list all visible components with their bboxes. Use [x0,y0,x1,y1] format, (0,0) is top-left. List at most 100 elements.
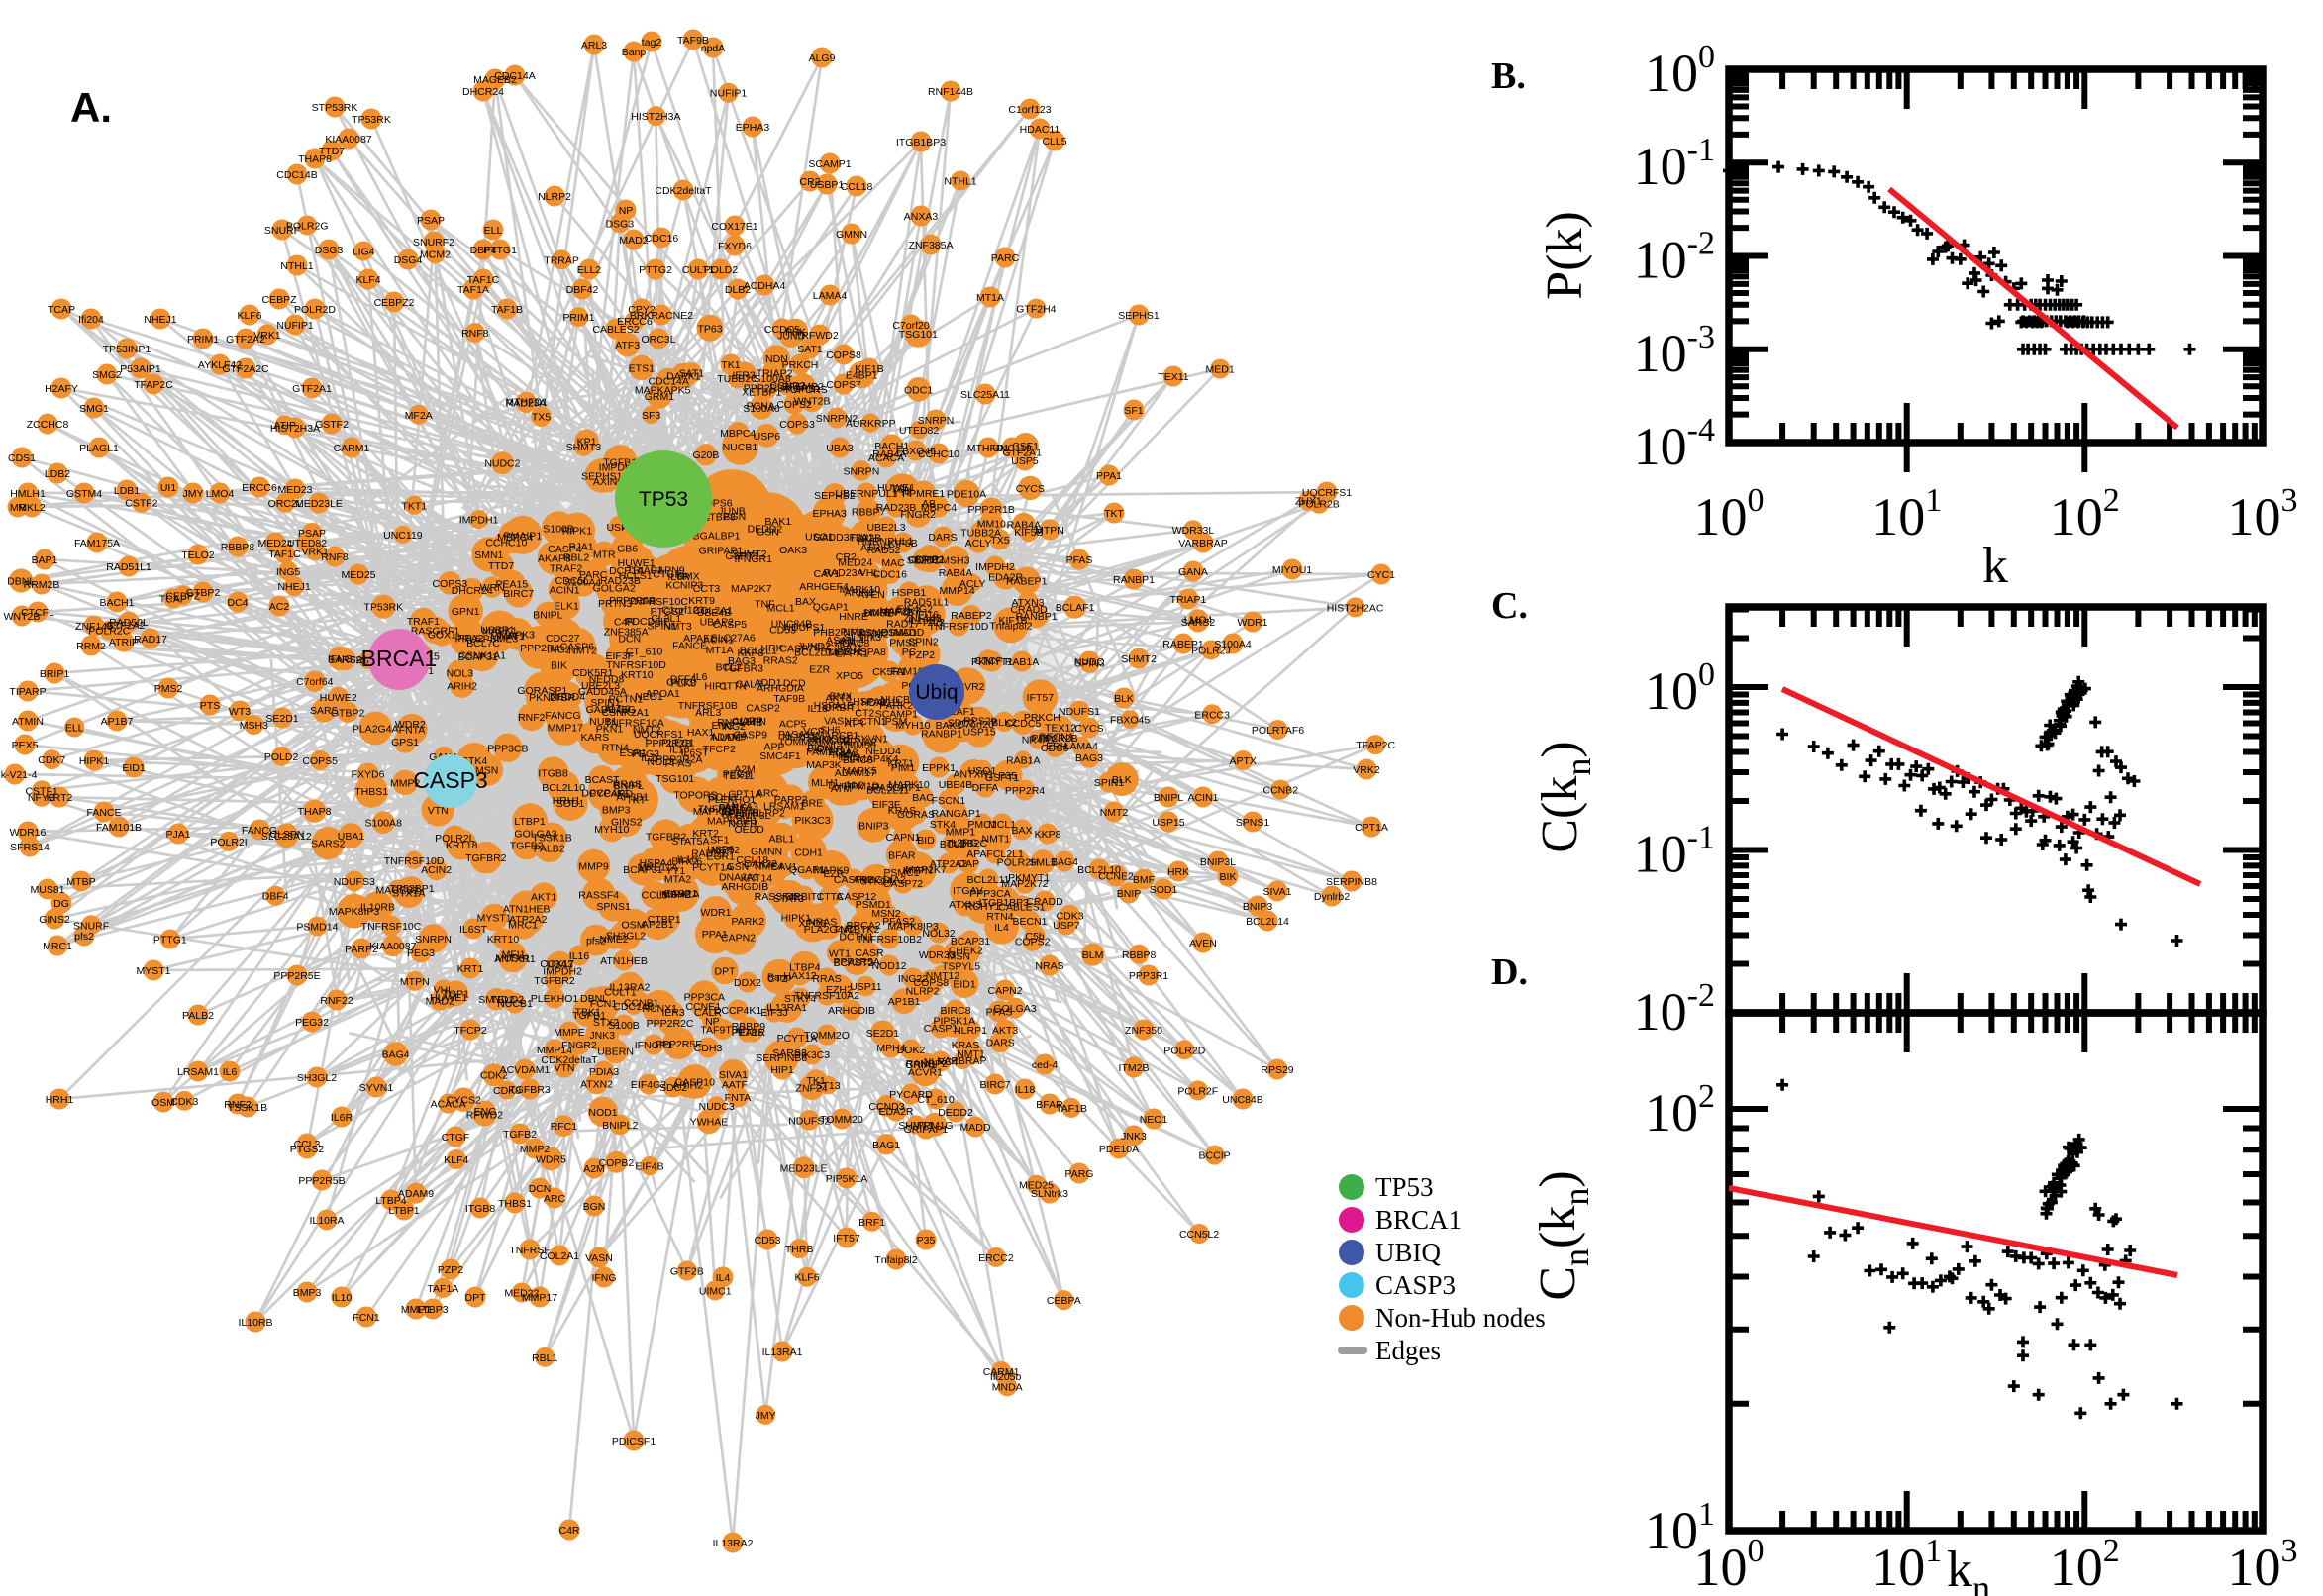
svg-text:MR: MR [10,502,27,514]
svg-text:GRIA1: GRIA1 [905,1059,937,1071]
svg-text:CDC14B: CDC14B [276,169,317,181]
svg-text:USP7: USP7 [1053,920,1080,932]
svg-text:OAK32: OAK32 [744,858,777,870]
svg-text:NRAS: NRAS [1035,960,1063,972]
svg-text:MAP2K72: MAP2K72 [1001,878,1048,890]
svg-text:UBIQ: UBIQ [1375,1238,1441,1267]
svg-text:TNFRSF10B: TNFRSF10B [678,700,738,712]
svg-text:C7orf64: C7orf64 [296,676,334,688]
svg-text:MED23: MED23 [277,484,312,496]
svg-text:POLR2L: POLR2L [435,833,474,845]
svg-text:MAP3K: MAP3K [806,759,842,771]
svg-text:CT2: CT2 [767,973,787,985]
svg-text:SLC25A11: SLC25A11 [960,389,1010,401]
svg-text:SNRPN: SNRPN [415,934,452,946]
svg-text:EIF3F: EIF3F [872,799,901,811]
svg-text:MAC: MAC [881,557,905,569]
svg-text:MAP2K7: MAP2K7 [731,583,772,595]
svg-text:MLH1: MLH1 [811,777,839,789]
svg-text:ARHGDIB: ARHGDIB [828,1005,875,1017]
svg-text:IL16: IL16 [569,950,590,962]
svg-text:MCM2: MCM2 [420,249,451,260]
svg-text:CCL18: CCL18 [841,181,873,193]
svg-text:MSH3: MSH3 [941,554,969,566]
svg-text:TBK1: TBK1 [575,1007,601,1019]
svg-text:MBPC4: MBPC4 [720,428,756,440]
svg-text:TP53: TP53 [639,488,688,511]
svg-text:CABLES1: CABLES1 [998,901,1045,913]
svg-text:LTBP1: LTBP1 [388,1205,419,1217]
svg-text:ZNF385A: ZNF385A [909,240,954,251]
svg-text:H2AFY: H2AFY [45,383,78,395]
svg-text:PPP3CB: PPP3CB [487,743,528,754]
svg-text:DCCP4K1: DCCP4K1 [714,1005,762,1017]
svg-text:RFWD2: RFWD2 [801,330,838,342]
svg-text:CD53: CD53 [769,624,796,636]
svg-text:CDK2deltaT: CDK2deltaT [655,185,712,197]
svg-text:BAG1: BAG1 [872,1140,900,1151]
svg-text:JMY: JMY [183,488,204,500]
svg-text:HIST2H2AC: HIST2H2AC [1327,602,1384,614]
svg-text:PEA15: PEA15 [732,1027,764,1039]
svg-text:PMS2: PMS2 [154,683,183,695]
svg-text:CCL18: CCL18 [736,854,768,866]
svg-text:Banp: Banp [622,47,647,58]
svg-text:LRSAM1: LRSAM1 [177,1066,219,1078]
svg-text:TNTBTK2: TNTBTK2 [834,924,880,936]
svg-text:DARS: DARS [928,532,957,544]
svg-text:MED24: MED24 [838,556,872,568]
svg-text:NTHL1: NTHL1 [944,176,976,188]
svg-text:KIF5B: KIF5B [888,538,917,549]
svg-text:CAPN2: CAPN2 [987,985,1022,997]
svg-text:CCND2: CCND2 [769,380,805,392]
svg-text:ATF3: ATF3 [615,340,640,351]
svg-text:IL4: IL4 [994,922,1009,934]
svg-text:PPP3CA: PPP3CA [969,888,1010,900]
svg-text:MTPN: MTPN [400,976,430,988]
svg-text:NOL32: NOL32 [922,928,955,940]
svg-text:PIK3C3: PIK3C3 [794,1049,830,1061]
svg-text:KRT10: KRT10 [487,934,520,946]
svg-text:BMX: BMX [677,571,700,583]
svg-text:TFCP2: TFCP2 [454,1025,486,1037]
svg-text:KLF6: KLF6 [237,310,261,322]
svg-text:USBP1: USBP1 [810,179,845,191]
svg-text:ADAM9: ADAM9 [398,1188,434,1200]
svg-text:NLRP2: NLRP2 [906,986,940,998]
svg-text:TFAP2C: TFAP2C [134,379,173,391]
svg-text:WDR1: WDR1 [701,907,732,919]
svg-text:IL13RA1: IL13RA1 [762,1347,803,1358]
svg-text:LMO4: LMO4 [206,488,235,500]
svg-text:DSG3: DSG3 [315,245,344,256]
svg-text:CDC14A: CDC14A [494,70,535,82]
svg-text:UBA1: UBA1 [338,831,365,843]
svg-text:TX5: TX5 [532,412,551,424]
svg-text:KIAA0087: KIAA0087 [369,941,416,952]
svg-text:PRIM1: PRIM1 [562,312,594,324]
svg-text:TEX12: TEX12 [1045,723,1076,735]
svg-text:CCDC5: CCDC5 [764,324,800,336]
svg-text:PDE10A: PDE10A [1099,1144,1139,1155]
svg-text:CSTF2: CSTF2 [125,498,157,510]
svg-text:TSSK1B: TSSK1B [228,1102,267,1114]
svg-text:LTBP4: LTBP4 [789,961,820,973]
svg-text:PDICSF1: PDICSF1 [612,1436,656,1447]
svg-text:ARIH2: ARIH2 [672,1080,703,1092]
svg-text:ITGB1BP3: ITGB1BP3 [896,137,946,149]
svg-text:RAB1A: RAB1A [1006,755,1040,767]
svg-text:RAB4A: RAB4A [939,567,972,579]
svg-text:RANBP1: RANBP1 [1016,611,1058,623]
svg-text:PIP5K1A: PIP5K1A [933,1016,975,1028]
svg-text:ITM2B: ITM2B [1119,1062,1150,1074]
svg-text:DBNL: DBNL [580,993,608,1005]
svg-text:SMG2: SMG2 [92,369,122,381]
svg-text:PIK3C3: PIK3C3 [794,815,830,827]
svg-text:KPNA2: KPNA2 [843,736,877,748]
svg-text:SCAMP1: SCAMP1 [875,708,918,720]
svg-text:VHL: VHL [859,567,880,579]
svg-text:ARHGDIA: ARHGDIA [757,683,804,695]
svg-text:HNRF: HNRF [864,607,893,619]
svg-text:LIG4: LIG4 [353,247,375,258]
svg-text:SMARCB1: SMARCB1 [809,730,859,742]
svg-text:RASSF42: RASSF42 [755,891,801,903]
